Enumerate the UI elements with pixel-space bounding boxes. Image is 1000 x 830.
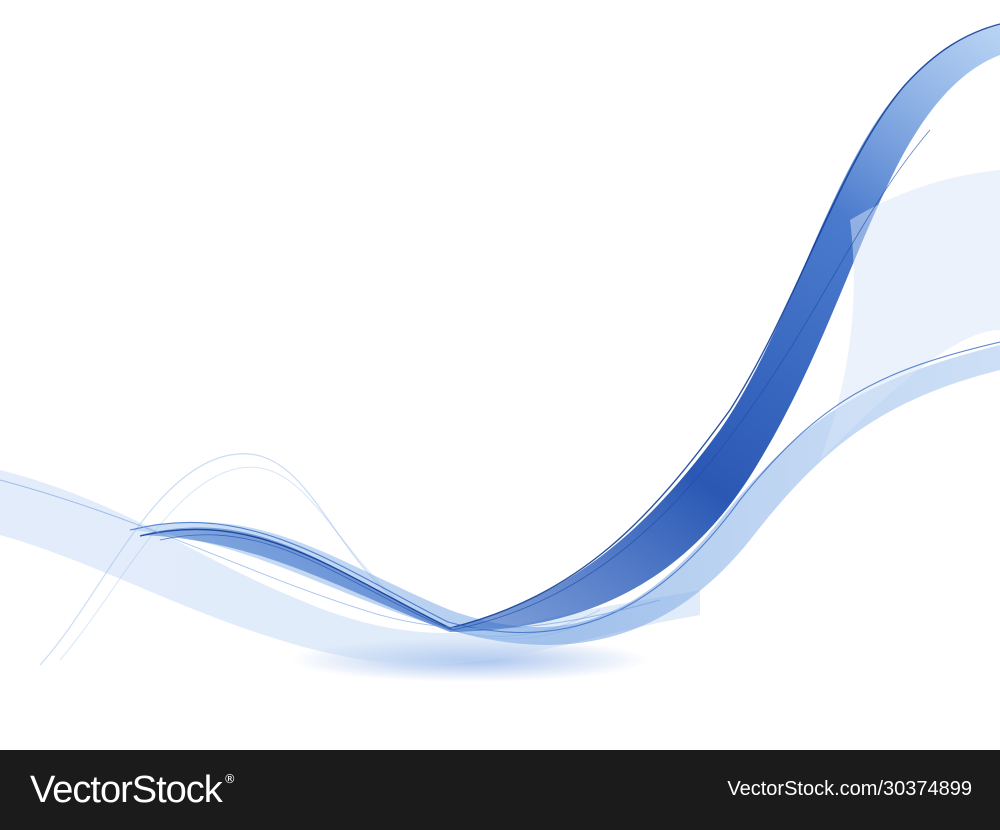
wave-ribbon-pale (0, 470, 700, 665)
brand-logo: VectorStock ® (30, 768, 236, 811)
wave-ribbon-light (130, 345, 1000, 645)
registered-mark: ® (223, 772, 236, 786)
wave-strand-1 (139, 23, 1000, 629)
watermark-footer: VectorStock ® VectorStock.com/30374899 (0, 750, 1000, 830)
wave-ribbon-sheen (820, 170, 1000, 460)
brand-name: VectorStock (30, 768, 223, 811)
wave-strand-3 (0, 479, 661, 630)
wave-ribbon-deep (140, 25, 1000, 632)
image-id: VectorStock.com/30374899 (727, 778, 972, 800)
wave-strand-2 (129, 341, 1000, 634)
wave-strand-4 (159, 129, 931, 631)
wave-illustration (0, 23, 1000, 682)
wave-artwork (0, 23, 1000, 682)
